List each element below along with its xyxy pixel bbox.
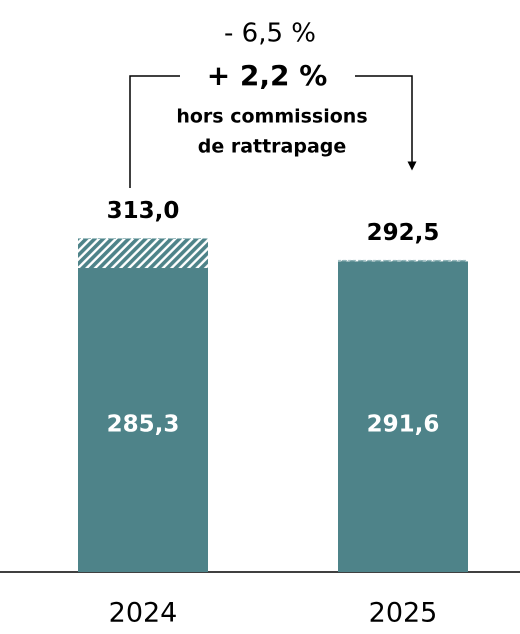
bracket-left [129,75,180,188]
note-line: hors commissions [176,106,367,128]
hatched-segment [78,238,208,269]
total-label: 313,0 [107,198,180,224]
change-label: - 6,5 % [224,19,316,49]
x-tick-label: 2025 [369,598,438,629]
note-line: de rattrapage [198,136,347,158]
segment-label: 285,3 [107,412,180,438]
total-label: 292,5 [367,220,440,246]
bar-segment [78,268,208,572]
adjusted-change-label: + 2,2 % [207,59,328,92]
bracket-arrow [355,75,417,171]
bar-segment [338,261,468,572]
x-tick-label: 2024 [109,598,178,629]
segment-label: 291,6 [367,412,440,438]
